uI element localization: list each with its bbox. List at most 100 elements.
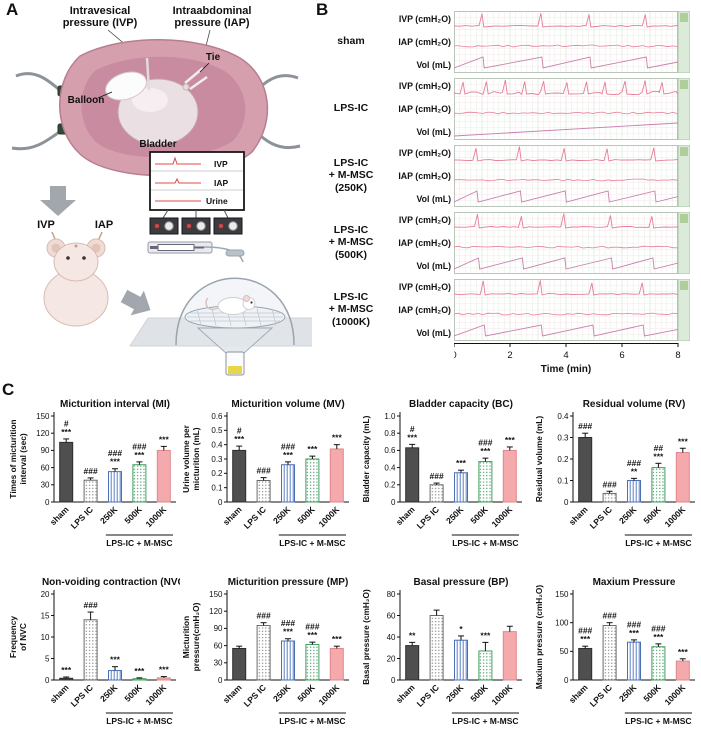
iap-pressure-label-line1: Intraabdominal [173,5,252,17]
monitor-iap-label: IAP [214,178,229,188]
bar-LPS IC [83,619,98,681]
x-tick-label: LPS IC [242,682,268,708]
recording-monitor: IVP IAP Urine [149,151,245,219]
y-tick-label: 150 [36,412,50,421]
time-tick-label: 0 [454,350,457,361]
bar-500K [132,678,147,681]
y-tick-label: 30 [41,481,50,490]
significance-label: *** [283,627,294,637]
y-tick-label: 10 [41,633,50,642]
x-tick-label: 500K [468,504,490,526]
bar-sham [59,441,74,503]
bar-sham [578,437,593,503]
y-tick-label: 150 [209,590,223,599]
bar-1000K [329,647,344,681]
significance-label: ### [84,600,98,610]
bar-1000K [156,449,171,503]
bar-500K [305,458,320,503]
significance-label: # [64,418,69,428]
syringe-pump [147,241,244,263]
y-tick-label: 0.2 [384,481,396,490]
bar-250K [108,471,122,503]
bar-LPS IC [256,480,271,503]
x-tick-label: 1000K [316,682,341,707]
bar-500K [478,650,493,681]
right-arrow-icon [120,289,151,316]
x-tick-label: 500K [122,504,144,526]
ivp-trace [453,279,679,296]
cystometry-trace-plot [453,10,691,73]
ivp-trace [453,212,679,229]
bar-LPS IC [429,615,444,681]
bar-250K [281,464,295,503]
volume-trace [453,55,679,69]
significance-label: ### [578,626,592,636]
bar-sham [578,647,593,681]
trace-row: LPS-IC + M-MSC (250K) IVP (cmH₂O) IAP (cmH₂O… [312,142,691,209]
bar-500K [651,646,666,681]
chart-1: Micturition interval (MI) Times of mictur… [8,394,180,572]
bar-500K [651,467,666,503]
bar-sham [232,647,247,681]
chart-4: Residual volume (RV) Residual volume (mL)… [527,394,699,572]
y-axis-label: micturition (mL) [191,427,201,490]
signal-labels: IVP (cmH₂O) IAP (cmH₂O) Vol (mL) [398,13,451,70]
y-tick-label: 0.1 [557,476,569,485]
significance-label: *** [480,446,491,456]
y-tick-label: 50 [560,647,569,656]
significance-label: *** [159,434,170,444]
significance-label: ** [409,630,416,640]
bladder-label: Bladder [139,139,176,150]
chart-title: Bladder capacity (BC) [409,399,513,410]
y-tick-label: 15 [41,611,50,620]
balloon-label: Balloon [68,95,105,106]
y-axis-label: Basal pressure (cmH₂O) [361,589,371,685]
x-tick-label: 500K [295,682,317,704]
significance-label: ### [478,438,492,448]
x-tick-label: 250K [617,682,639,704]
bar-1000K [502,631,517,681]
surgical-field: Balloon Tie Bladder [59,39,269,177]
x-group-label: LPS-IC + M-MSC [106,538,172,548]
y-tick-label: 60 [387,611,396,620]
iap-trace [453,44,679,47]
metabolic-cage [129,249,337,376]
chart-title: Micturition interval (MI) [60,399,170,410]
x-tick-label: LPS IC [69,682,95,708]
x-group-label: LPS-IC + M-MSC [625,716,691,726]
significance-label: *** [110,457,121,467]
y-tick-label: 80 [387,590,396,599]
chart-title: Basal pressure (BP) [413,577,508,588]
significance-label: # [410,424,415,434]
x-tick-label: LPS IC [415,504,441,530]
x-tick-label: 1000K [662,504,687,529]
significance-label: *** [332,433,343,443]
significance-label: ### [84,466,98,476]
significance-label: ### [132,441,146,451]
bar-LPS IC [602,492,617,503]
trace-group-label: LPS-IC + M-MSC (250K) [328,156,374,194]
trace-group-label: LPS-IC [333,102,369,115]
tie-label: Tie [206,52,221,63]
x-tick-label: 250K [271,504,293,526]
bar-1000K [329,448,344,503]
x-group-label: LPS-IC + M-MSC [625,538,691,548]
trace-row: sham IVP (cmH₂O) IAP (cmH₂O) Vol (mL) [312,8,691,75]
y-tick-label: 5 [45,654,50,663]
significance-label: *** [159,665,170,675]
significance-label: *** [678,436,689,446]
catheter [145,57,151,91]
y-tick-label: 0 [564,498,569,507]
chart-title: Micturition pressure (MP) [228,577,349,588]
bar-chart-grid: Micturition interval (MI) Times of mictur… [8,394,699,750]
significance-label: *** [653,632,664,642]
trace-row: LPS-IC + M-MSC (500K) IVP (cmH₂O) IAP (cmH₂O… [312,209,691,276]
trace-row: LPS-IC + M-MSC (1000K) IVP (cmH₂O) IAP (cmH₂… [312,276,691,343]
y-tick-label: 0 [391,676,396,685]
y-axis-label: Maxium pressure (cmH₂O) [534,585,544,689]
y-tick-label: 1.0 [384,412,396,421]
monitor-urine-label: Urine [206,196,228,206]
significance-label: *** [407,432,418,442]
y-tick-label: 90 [214,624,223,633]
